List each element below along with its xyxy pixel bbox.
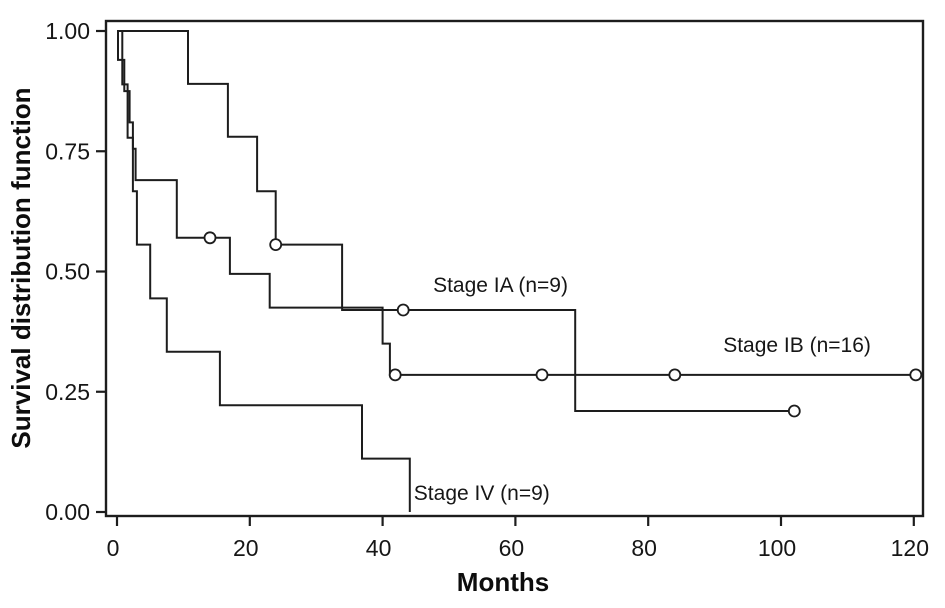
x-tick-label: 0 [107,535,120,561]
x-tick-label: 20 [233,535,259,561]
series-label: Stage IA (n=9) [433,274,568,297]
censor-mark [668,368,682,382]
censor-mark [787,404,801,418]
censor-mark [909,368,923,382]
series-label: Stage IB (n=16) [723,334,871,357]
y-tick-label: 0.00 [45,499,90,525]
curve-stage-ib-n-16 [117,30,916,376]
y-axis-title: Survival distribution function [6,87,36,448]
x-tick-label: 80 [631,535,657,561]
censor-mark [388,368,402,382]
y-tick-label: 0.50 [45,259,90,285]
x-tick-label: 120 [891,535,929,561]
x-axis-title: Months [457,567,549,597]
x-tick-label: 60 [499,535,525,561]
curve-stage-iv-n-9 [117,30,411,512]
x-tick-label: 40 [366,535,392,561]
y-tick-label: 1.00 [45,18,90,44]
censor-mark [269,238,283,252]
y-tick-label: 0.25 [45,379,90,405]
series-label: Stage IV (n=9) [414,482,550,505]
x-tick-label: 100 [758,535,796,561]
y-tick-label: 0.75 [45,138,90,164]
curve-stage-ia-n-9 [117,30,795,412]
censor-mark [535,368,549,382]
censor-mark [203,231,217,245]
censor-mark [396,303,410,317]
chart-plot-area: 1.00 0.75 0.50 0.25 0.00 0 20 40 60 80 100 120 Stage… [45,18,929,561]
